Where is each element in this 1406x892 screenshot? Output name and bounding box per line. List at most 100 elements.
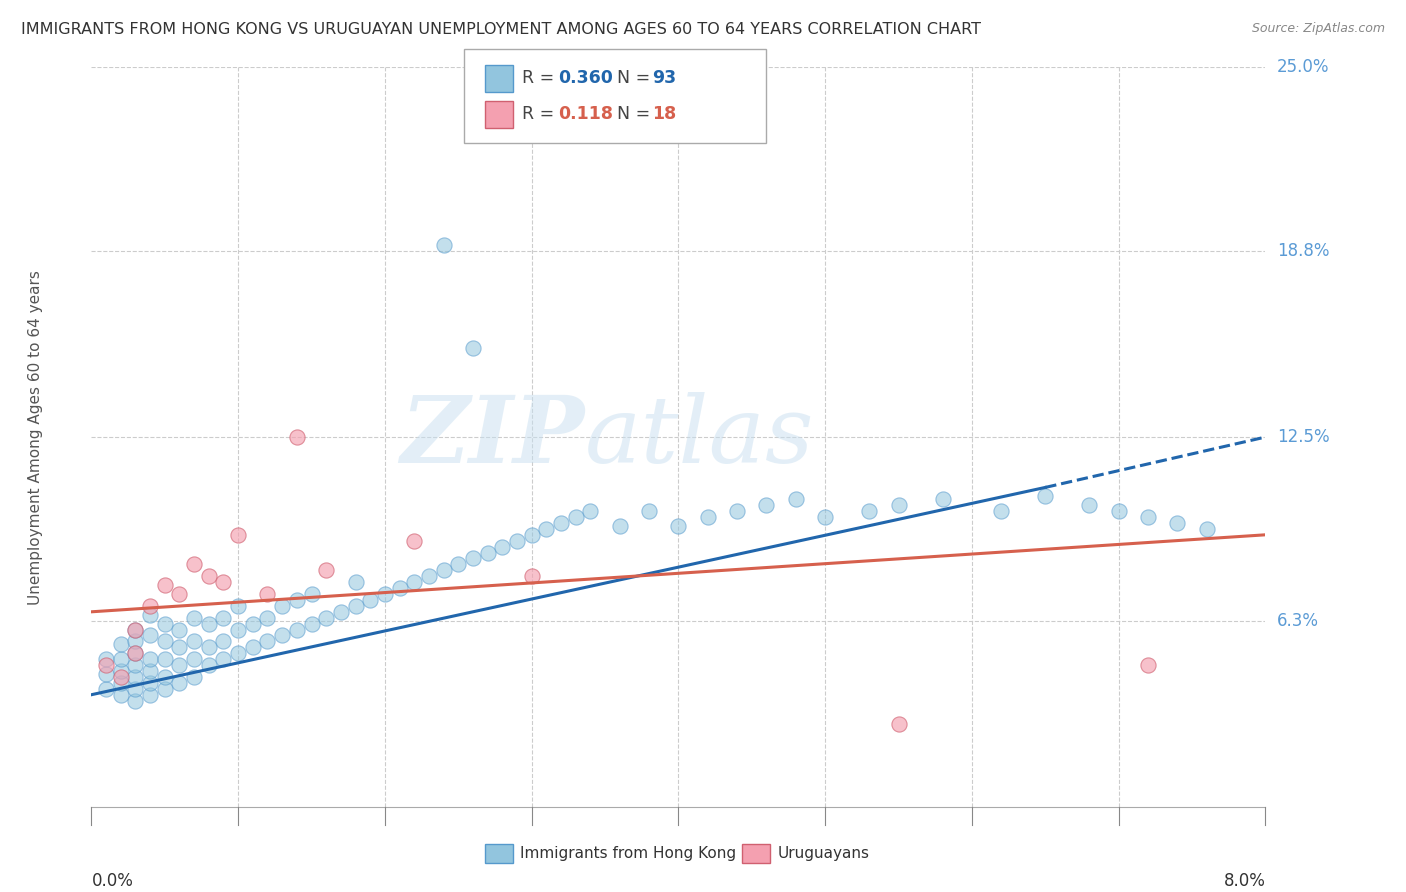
Point	[388, 581, 411, 595]
Point	[374, 587, 396, 601]
Point	[212, 611, 235, 625]
Point	[491, 540, 513, 554]
Point	[579, 504, 602, 518]
Point	[139, 664, 162, 678]
Point	[183, 652, 205, 666]
Point	[315, 563, 337, 577]
Point	[520, 528, 543, 542]
Point	[197, 569, 219, 583]
Point	[139, 599, 162, 613]
Point	[124, 681, 146, 696]
Point	[1108, 504, 1130, 518]
Point	[990, 504, 1012, 518]
Point	[153, 681, 176, 696]
Point	[110, 637, 132, 651]
Point	[197, 640, 219, 655]
Point	[153, 616, 176, 631]
Point	[110, 652, 132, 666]
Point	[564, 510, 586, 524]
Point	[94, 652, 117, 666]
Point	[94, 667, 117, 681]
Text: N =: N =	[617, 105, 657, 123]
Point	[110, 676, 132, 690]
Point	[212, 575, 235, 590]
Text: ZIP: ZIP	[401, 392, 585, 482]
Point	[153, 578, 176, 592]
Text: Immigrants from Hong Kong: Immigrants from Hong Kong	[520, 847, 737, 861]
Text: 0.118: 0.118	[558, 105, 613, 123]
Point	[256, 634, 278, 648]
Point	[153, 634, 176, 648]
Text: 8.0%: 8.0%	[1223, 872, 1265, 890]
Point	[124, 634, 146, 648]
Point	[418, 569, 440, 583]
Point	[285, 430, 308, 444]
Point	[1033, 489, 1056, 503]
Text: Unemployment Among Ages 60 to 64 years: Unemployment Among Ages 60 to 64 years	[28, 269, 42, 605]
Text: 18.8%: 18.8%	[1277, 242, 1330, 260]
Point	[696, 510, 718, 524]
Point	[887, 498, 910, 512]
Point	[169, 623, 191, 637]
Text: 93: 93	[652, 70, 676, 87]
Point	[271, 628, 294, 642]
Point	[301, 587, 323, 601]
Point	[536, 522, 558, 536]
Point	[139, 652, 162, 666]
Point	[139, 628, 162, 642]
Point	[285, 623, 308, 637]
Point	[212, 634, 235, 648]
Point	[638, 504, 661, 518]
Point	[226, 599, 249, 613]
Point	[226, 646, 249, 660]
Point	[520, 569, 543, 583]
Point	[226, 528, 249, 542]
Point	[1195, 522, 1218, 536]
Point	[110, 670, 132, 684]
Point	[755, 498, 778, 512]
Point	[344, 599, 367, 613]
Point	[153, 670, 176, 684]
Point	[139, 676, 162, 690]
Point	[1078, 498, 1101, 512]
Point	[550, 516, 572, 530]
Point	[124, 693, 146, 707]
Point	[432, 563, 454, 577]
Text: 0.0%: 0.0%	[91, 872, 134, 890]
Point	[256, 611, 278, 625]
Text: N =: N =	[617, 70, 657, 87]
Point	[271, 599, 294, 613]
Point	[404, 575, 426, 590]
Point	[124, 623, 146, 637]
Text: R =: R =	[522, 70, 560, 87]
Point	[461, 551, 484, 566]
Point	[183, 670, 205, 684]
Point	[506, 533, 529, 548]
Point	[212, 652, 235, 666]
Point	[124, 670, 146, 684]
Point	[197, 658, 219, 673]
Point	[1166, 516, 1188, 530]
Point	[359, 593, 381, 607]
Point	[447, 558, 470, 572]
Point	[725, 504, 748, 518]
Point	[169, 676, 191, 690]
Text: 25.0%: 25.0%	[1277, 58, 1330, 76]
Point	[183, 634, 205, 648]
Point	[404, 533, 426, 548]
Point	[124, 646, 146, 660]
Text: 0.360: 0.360	[558, 70, 613, 87]
Point	[183, 558, 205, 572]
Point	[785, 492, 807, 507]
Text: atlas: atlas	[585, 392, 814, 482]
Text: 12.5%: 12.5%	[1277, 428, 1330, 446]
Point	[226, 623, 249, 637]
Point	[256, 587, 278, 601]
Point	[461, 341, 484, 355]
Text: 18: 18	[652, 105, 676, 123]
Text: Uruguayans: Uruguayans	[778, 847, 869, 861]
Point	[242, 616, 264, 631]
Point	[887, 717, 910, 731]
Point	[169, 587, 191, 601]
Text: R =: R =	[522, 105, 560, 123]
